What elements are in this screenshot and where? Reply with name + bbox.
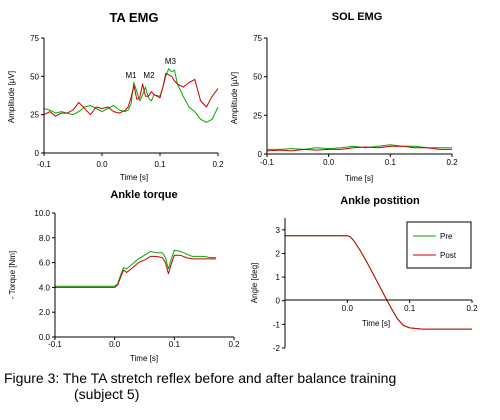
ankle-position-y-label: Angle [deg] xyxy=(250,263,259,303)
sol-x-tick-label: 0.0 xyxy=(323,158,335,167)
torque-y-tick-label: 6.0 xyxy=(39,259,51,268)
ankle-position-title: Ankle postition xyxy=(340,195,420,207)
ta-x-tick-label: -0.1 xyxy=(37,160,51,169)
sol-emg-title: SOL EMG xyxy=(332,11,383,23)
torque-y-tick-label: 10.0 xyxy=(34,209,50,218)
ankle-position-ticks: -2 -1 0 1 2 3 0.0 0.1 0.2 xyxy=(273,226,478,353)
ta-x-tick-label: 0.1 xyxy=(154,160,166,169)
ankle-position-x-label: Time [s] xyxy=(362,319,390,328)
position-y-tick-label: 1 xyxy=(276,273,281,282)
ta-emg-series xyxy=(43,68,219,123)
ta-emg-title: TA EMG xyxy=(109,10,158,25)
ta-y-tick-label: 0 xyxy=(35,149,40,158)
ta-y-tick-label: 25 xyxy=(30,111,39,120)
torque-y-tick-label: 2.0 xyxy=(39,308,51,317)
torque-x-tick-label: 0.1 xyxy=(169,340,181,349)
ankle-position-panel: Ankle postition -2 -1 0 1 2 3 0.0 0.1 0.2 Time [… xyxy=(250,195,478,353)
position-x-tick-label: 0.2 xyxy=(466,304,478,313)
ta-emg-ticks: 0 25 50 75 -0.1 0.0 0.1 0.2 xyxy=(30,34,224,169)
position-x-tick-label: 0.1 xyxy=(404,304,416,313)
ankle-torque-ticks: 0.02.04.06.08.010.0-0.1 0.0 0.1 0.2 xyxy=(34,209,240,349)
ankle-torque-series xyxy=(55,249,217,288)
position-y-tick-label: -2 xyxy=(273,344,281,353)
torque-y-tick-label: 4.0 xyxy=(39,283,51,292)
legend-pre-label: Pre xyxy=(440,232,453,241)
sol-y-tick-label: 0 xyxy=(258,150,263,159)
ankle-torque-y-label: - Torque [Nm] xyxy=(8,251,17,299)
torque-y-tick-label: 8.0 xyxy=(39,234,51,243)
torque-x-tick-label: -0.1 xyxy=(48,340,62,349)
sol-y-tick-label: 75 xyxy=(253,34,262,43)
annotation-m3: M3 xyxy=(165,57,177,66)
legend-post-label: Post xyxy=(440,251,457,260)
caption-line-1: Figure 3: The TA stretch reflex before a… xyxy=(4,370,397,386)
ankle-position-legend: Pre Post xyxy=(406,221,472,269)
position-x-tick-label: 0.0 xyxy=(342,304,354,313)
sol-emg-series xyxy=(266,144,452,152)
ta-emg-annotations: M1 M2 M3 xyxy=(125,57,176,80)
ta-y-tick-label: 50 xyxy=(30,72,39,81)
sol-emg-y-label: Amplitude [µV] xyxy=(230,72,239,124)
ta-emg-panel: TA EMG 0 25 50 75 -0.1 0.0 0.1 0.2 M1 M2 M3 Time … xyxy=(7,10,224,182)
figure-caption: Figure 3: The TA stretch reflex before a… xyxy=(4,370,496,402)
position-y-tick-label: -1 xyxy=(273,320,281,329)
torque-x-tick-label: 0.0 xyxy=(109,340,121,349)
legend-box xyxy=(406,221,472,269)
ta-series-post-line xyxy=(43,72,219,117)
ta-emg-y-label: Amplitude [µV] xyxy=(7,71,16,123)
ta-series-pre-line xyxy=(43,68,219,123)
torque-y-tick-label: 0.0 xyxy=(39,333,51,342)
ankle-position-series xyxy=(285,235,472,330)
position-y-tick-label: 2 xyxy=(276,249,281,258)
ankle-position-y-label-text: Angle [deg] xyxy=(250,263,259,303)
ta-emg-x-label: Time [s] xyxy=(120,173,148,182)
ta-x-tick-label: 0.0 xyxy=(96,160,108,169)
position-y-tick-label: 0 xyxy=(276,297,281,306)
sol-x-tick-label: 0.2 xyxy=(446,158,458,167)
ankle-torque-x-label: Time [s] xyxy=(130,354,158,363)
caption-line-2: (subject 5) xyxy=(74,386,140,402)
ta-x-tick-label: 0.2 xyxy=(212,160,224,169)
torque-series-pre-line xyxy=(55,249,217,287)
ankle-torque-title: Ankle torque xyxy=(110,189,177,201)
sol-y-tick-label: 25 xyxy=(253,111,262,120)
sol-y-tick-label: 50 xyxy=(253,73,262,82)
sol-x-tick-label: -0.1 xyxy=(260,158,274,167)
ankle-torque-panel: Ankle torque 0.02.04.06.08.010.0-0.1 0.0 0… xyxy=(8,189,240,363)
torque-x-tick-label: 0.2 xyxy=(228,340,240,349)
annotation-m1: M1 xyxy=(125,71,137,80)
annotation-m2: M2 xyxy=(143,71,155,80)
sol-emg-panel: SOL EMG 0 25 50 75 -0.1 0.0 0.1 0.2 Time [s] Am… xyxy=(230,11,458,183)
sol-x-tick-label: 0.1 xyxy=(385,158,397,167)
sol-series-post-line xyxy=(266,145,452,152)
ta-y-tick-label: 75 xyxy=(30,34,39,43)
position-y-tick-label: 3 xyxy=(276,226,281,235)
position-series-post-line xyxy=(285,235,472,330)
torque-series-post-line xyxy=(55,254,217,288)
sol-emg-x-label: Time [s] xyxy=(345,174,373,183)
